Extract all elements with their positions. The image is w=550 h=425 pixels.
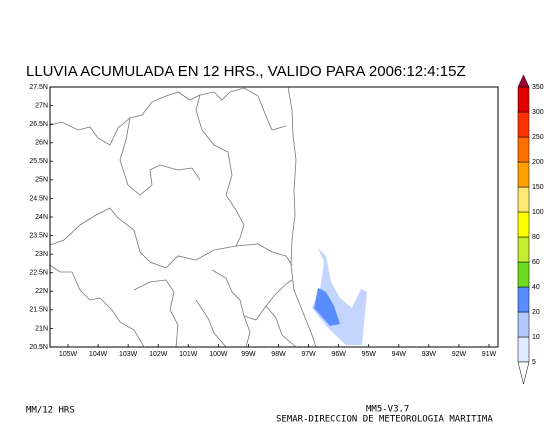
lon-label: 98W [271,351,286,358]
lat-label: 27.5N [29,84,48,91]
colorbar-box [517,111,530,138]
colorbar-label: 20 [532,309,540,316]
map-title: LLUVIA ACUMULADA EN 12 HRS., VALIDO PARA… [26,63,466,80]
lat-label: 21N [35,325,48,332]
colorbar-label: 5 [532,359,536,366]
state-border [119,117,201,196]
colorbar-label: 200 [532,159,544,166]
colorbar-box [517,136,530,163]
lon-label: 91W [482,351,497,358]
rain-area-medium [314,288,340,326]
lon-label: 100W [209,351,228,358]
colorbar-box [517,161,530,188]
lat-label: 27N [35,102,48,109]
lat-label: 22.5N [29,270,48,277]
colorbar-top [517,74,530,88]
lon-label: 101W [179,351,198,358]
lat-label: 25N [35,177,48,184]
lon-label: 97W [301,351,316,358]
state-border [49,91,201,146]
colorbar-bottom [517,361,530,385]
lon-label: 92W [452,351,467,358]
lon-label: 99W [241,351,256,358]
colorbar-box [517,211,530,238]
colorbar-box [517,186,530,213]
state-border [195,299,297,348]
lat-label: 21.5N [29,307,48,314]
colorbar-box [517,261,530,288]
lon-label: 105W [59,351,78,358]
state-border [133,279,179,348]
colorbar-label: 80 [532,234,540,241]
lat-label: 26N [35,140,48,147]
colorbar-label: 10 [532,334,540,341]
lon-label: 104W [89,351,108,358]
colorbar-box [517,311,530,338]
state-border [195,94,245,247]
lon-label: 102W [149,351,168,358]
colorbar-label: 300 [532,109,544,116]
colorbar-box [517,286,530,313]
lon-label: 96W [331,351,346,358]
agency-label: SEMAR-DIRECCION DE METEOROLOGIA MARITIMA [276,415,493,425]
state-border [49,207,293,269]
lat-label: 23.5N [29,232,48,239]
lon-label: 93W [422,351,437,358]
colorbar-box [517,336,530,363]
state-border [211,269,293,321]
colorbar-label: 250 [532,134,544,141]
colorbar-box [517,236,530,263]
coastline [287,86,317,348]
colorbar-label: 60 [532,259,540,266]
colorbar-label: 150 [532,184,544,191]
lat-label: 24N [35,214,48,221]
lat-label: 20.5N [29,344,48,351]
colorbar-label: 100 [532,209,544,216]
colorbar-label: 40 [532,284,540,291]
colorbar-box [517,86,530,113]
lat-label: 25.5N [29,158,48,165]
lat-label: 23N [35,251,48,258]
state-border [49,264,145,348]
lat-label: 22N [35,288,48,295]
lon-label: 95W [362,351,377,358]
map-area [49,86,499,348]
lon-label: 94W [392,351,407,358]
state-border [199,87,287,131]
model-label: MM5-V3.7 [366,405,409,415]
lat-label: 24.5N [29,195,48,202]
lon-label: 103W [119,351,138,358]
units-label: MM/12 HRS [26,406,75,416]
map-background [50,87,498,347]
lat-label: 26.5N [29,121,48,128]
colorbar-label: 350 [532,84,544,91]
